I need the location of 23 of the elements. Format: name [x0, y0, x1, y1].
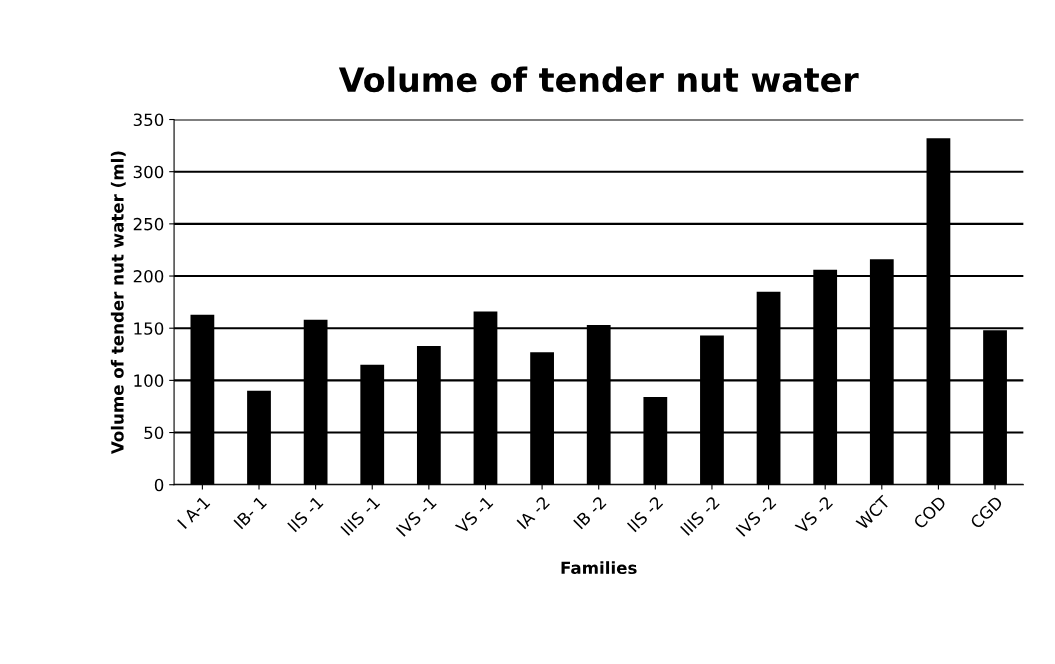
x-tick-label: IIS -1: [287, 495, 324, 533]
x-tick-label: IA -2: [516, 495, 550, 530]
y-axis-title: Volume of tender nut water (ml): [110, 151, 126, 455]
x-tick-label: I A-1: [177, 495, 211, 530]
x-tick-label: VS -2: [794, 495, 834, 535]
y-tick-label: 0: [154, 478, 164, 492]
y-tick-label: 150: [134, 322, 164, 335]
y-tick-label: 350: [133, 113, 164, 127]
y-tick-label: 50: [144, 426, 164, 440]
x-tick-label: IB- 1: [233, 495, 267, 530]
x-tick-label: IIIS -2: [679, 495, 720, 536]
y-tick-label: 200: [133, 270, 164, 283]
x-tick-label: IB -2: [573, 495, 607, 530]
chart-title: Volume of tender nut water: [338, 66, 859, 93]
x-tick-label: IVS -2: [735, 495, 777, 537]
y-tick-label: 300: [133, 165, 164, 179]
x-tick-label: VS -1: [454, 495, 494, 535]
y-tick-label: 100: [134, 374, 164, 387]
x-tick-label: IIIS -1: [340, 495, 381, 536]
x-tick-label: IVS -1: [395, 495, 437, 537]
y-tick-label: 250: [133, 217, 164, 231]
x-tick-label: IIS -2: [626, 495, 664, 533]
x-axis-title: Families: [561, 561, 637, 575]
